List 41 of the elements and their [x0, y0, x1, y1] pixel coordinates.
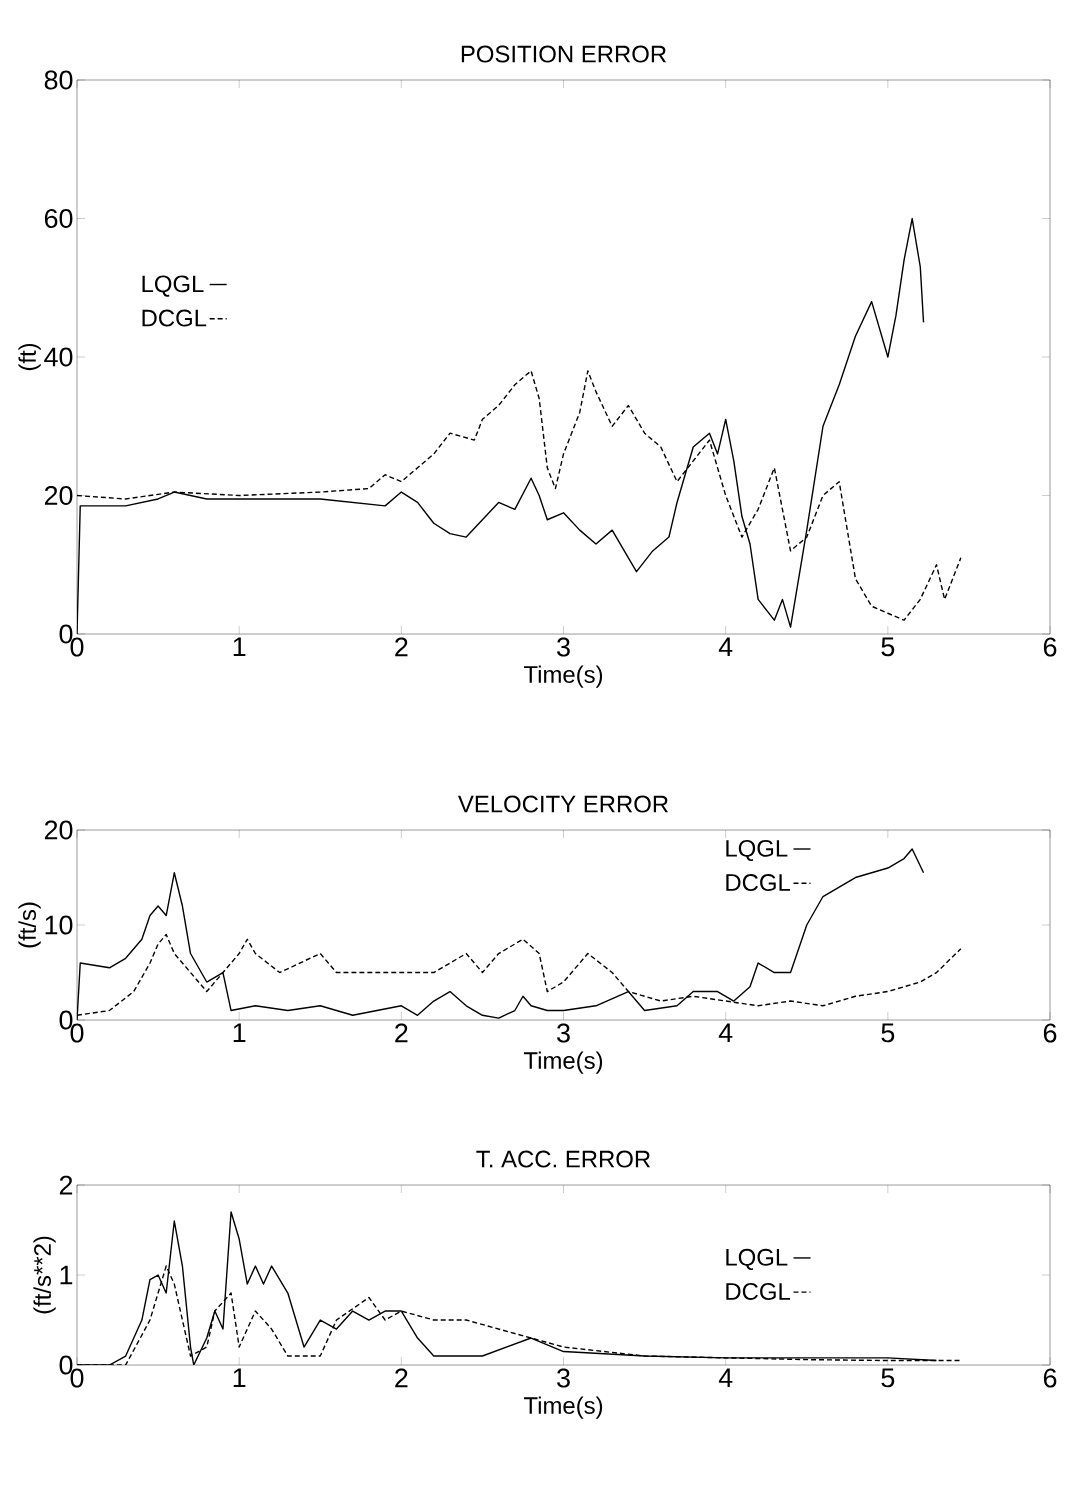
chart-title: VELOCITY ERROR: [457, 795, 668, 813]
y-tick-label: 1: [60, 1265, 73, 1285]
chart-title: POSITION ERROR: [461, 45, 667, 63]
legend-label: LQGL: [726, 839, 788, 862]
x-tick-label: 4: [718, 637, 733, 657]
y-axis-title: (ft/s**2): [33, 1236, 56, 1314]
legend-label: LQGL: [726, 1248, 788, 1271]
y-tick-label: 80: [44, 70, 73, 90]
legend-label: LQGL: [142, 275, 204, 297]
y-tick-label: 10: [45, 915, 73, 935]
legend-label: DCGL: [142, 309, 207, 327]
x-tick-label: 3: [557, 637, 570, 657]
x-tick-label: 2: [395, 1368, 408, 1388]
x-tick-label: 2: [395, 637, 408, 657]
x-tick-label: 5: [881, 1023, 895, 1043]
x-tick-label: 2: [395, 1023, 408, 1043]
x-tick-label: 1: [233, 637, 246, 657]
x-tick-label: 3: [557, 1023, 570, 1043]
x-tick-label: 4: [718, 1023, 733, 1043]
x-tick-label: 6: [1043, 1368, 1057, 1388]
y-tick-label: 2: [59, 1175, 73, 1195]
x-tick-label: 6: [1043, 1023, 1057, 1043]
x-axis-title: Time(s): [523, 1051, 603, 1074]
chart-title: T. ACC. ERROR: [476, 1150, 651, 1168]
x-tick-label: 1: [233, 1023, 246, 1043]
x-tick-label: 3: [557, 1368, 570, 1388]
x-tick-label: 4: [718, 1368, 733, 1388]
y-tick-label: 60: [44, 208, 73, 229]
x-tick-label: 1: [233, 1368, 246, 1388]
x-axis-title: Time(s): [523, 665, 603, 688]
x-tick-label: 6: [1043, 637, 1057, 657]
y-axis-title: (ft): [18, 343, 41, 371]
y-axis-title: (ft/s): [18, 902, 41, 948]
legend-label: DCGL: [726, 1283, 791, 1300]
y-tick-label: 20: [44, 485, 73, 506]
x-tick-label: 5: [881, 637, 895, 657]
x-tick-label: 5: [881, 1368, 895, 1388]
y-tick-label: 40: [44, 347, 73, 367]
x-axis-title: Time(s): [523, 1396, 603, 1419]
y-tick-label: 20: [44, 820, 73, 840]
legend-label: DCGL: [726, 874, 791, 892]
